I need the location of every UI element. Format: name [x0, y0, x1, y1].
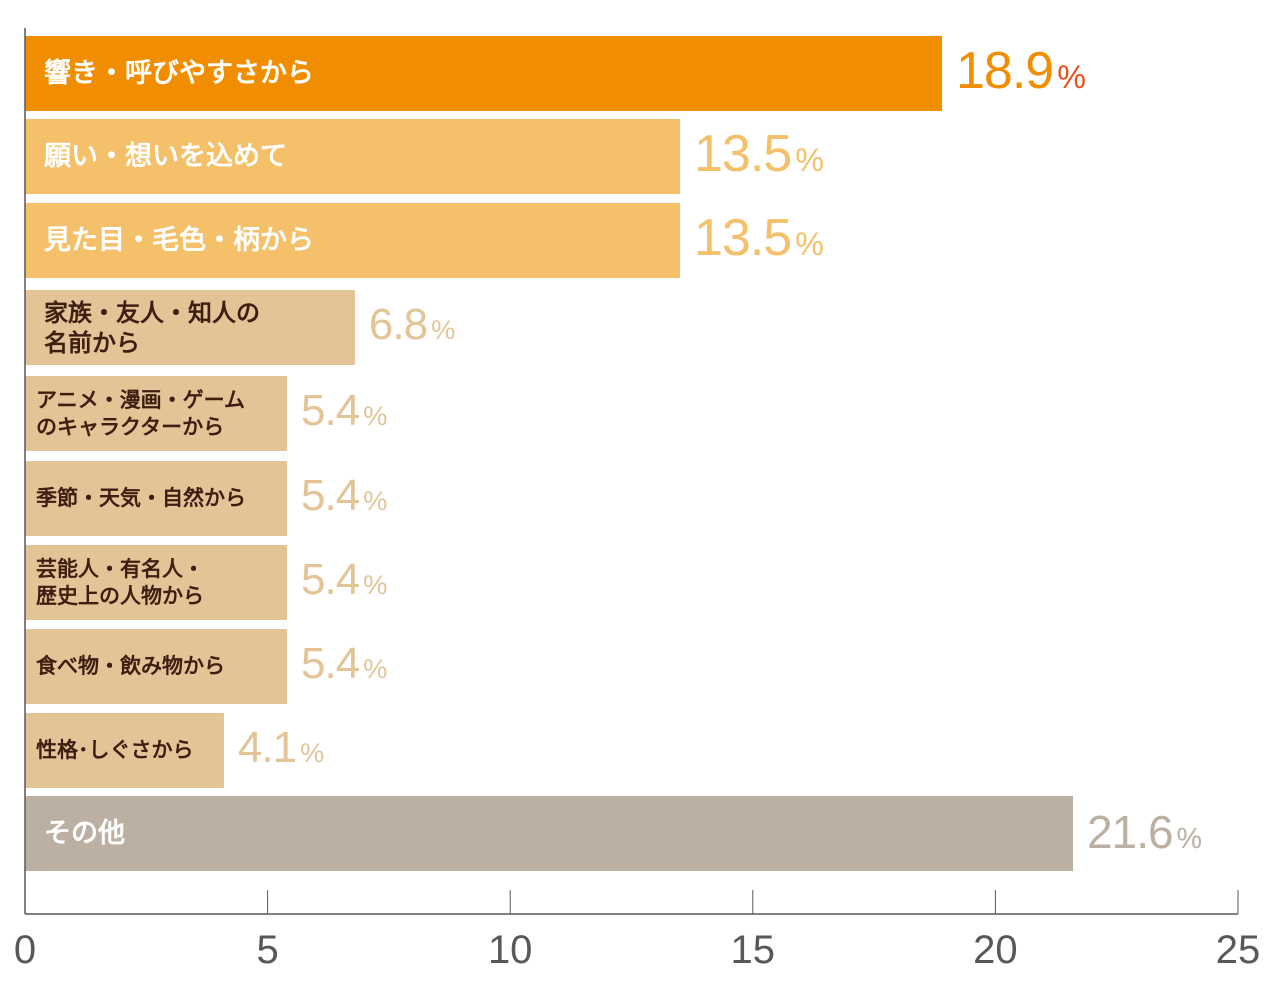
bar-label: 家族・友人・知人の 名前から — [44, 298, 260, 357]
percent-sign: % — [363, 400, 387, 432]
value-label: 4.1% — [237, 723, 324, 773]
bar-label: 性格･しぐさから — [36, 738, 194, 763]
bar-label: 願い・想いを込めて — [44, 140, 287, 172]
bar — [25, 796, 1074, 871]
bar — [25, 376, 288, 451]
percent-sign: % — [363, 653, 387, 685]
value-number: 5.4 — [301, 555, 360, 605]
percent-sign: % — [1176, 822, 1202, 855]
bar-label: その他 — [44, 817, 125, 849]
value-number: 21.6 — [1087, 805, 1174, 858]
bar — [25, 713, 224, 788]
x-tick-label: 0 — [13, 928, 37, 972]
value-number: 5.4 — [301, 639, 360, 689]
bar — [25, 203, 681, 278]
value-number: 5.4 — [301, 471, 360, 521]
value-label: 5.4% — [301, 471, 387, 521]
value-number: 18.9 — [956, 42, 1054, 101]
value-number: 13.5 — [694, 125, 792, 184]
x-tick-label: 5 — [256, 928, 279, 972]
value-number: 13.5 — [694, 209, 792, 268]
value-label: 21.6% — [1087, 805, 1202, 859]
value-label: 13.5% — [694, 208, 824, 268]
percent-sign: % — [795, 142, 824, 179]
bar-label: 食べ物・飲み物から — [36, 654, 225, 679]
x-tick-label: 20 — [973, 928, 1018, 972]
bar-label: 見た目・毛色・柄から — [44, 224, 314, 256]
bar — [25, 545, 288, 620]
value-label: 5.4% — [301, 386, 387, 436]
percent-sign: % — [431, 314, 455, 346]
value-number: 4.1 — [237, 723, 297, 773]
bar-label: アニメ・漫画・ゲーム のキャラクターから — [36, 388, 245, 439]
x-tick-label: 25 — [1215, 928, 1261, 972]
bar — [25, 461, 288, 536]
percent-sign: % — [795, 226, 824, 263]
value-number: 6.8 — [368, 300, 428, 350]
value-label: 13.5% — [694, 124, 824, 184]
bar — [25, 290, 355, 365]
value-label: 18.9% — [956, 41, 1086, 101]
percent-sign: % — [300, 737, 324, 769]
bar-label: 響き・呼びやすさから — [44, 57, 314, 89]
x-tick-label: 10 — [487, 928, 533, 972]
x-tick-label: 15 — [730, 928, 776, 972]
bar-label: 季節・天気・自然から — [36, 486, 246, 511]
bar-label: 芸能人・有名人・ 歴史上の人物から — [36, 557, 204, 608]
value-label: 5.4% — [301, 639, 387, 689]
percent-sign: % — [1057, 59, 1086, 96]
value-label: 6.8% — [368, 300, 455, 350]
bar — [25, 36, 943, 111]
percent-sign: % — [363, 485, 387, 517]
value-label: 5.4% — [301, 555, 387, 605]
value-number: 5.4 — [301, 386, 360, 436]
percent-sign: % — [363, 569, 387, 601]
bar — [25, 629, 288, 704]
bar — [25, 119, 681, 194]
